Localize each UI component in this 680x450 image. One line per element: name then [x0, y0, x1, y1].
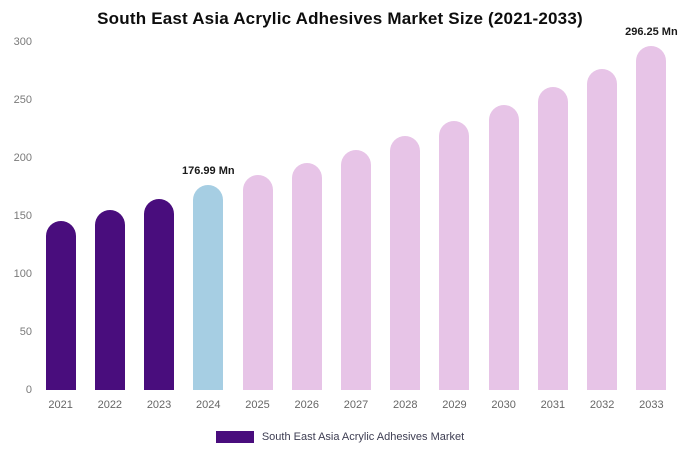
- bar-2032[interactable]: [587, 68, 618, 390]
- bar-2022[interactable]: [94, 210, 125, 390]
- y-axis-tick: 200: [13, 152, 32, 164]
- bar-2026[interactable]: [291, 162, 322, 390]
- bar-2029[interactable]: [439, 120, 470, 390]
- bar-2025[interactable]: [242, 175, 273, 390]
- bar-2021[interactable]: [45, 220, 76, 390]
- x-axis-tick: 2030: [491, 399, 516, 411]
- y-axis-tick: 150: [13, 210, 32, 222]
- y-axis-tick: 0: [25, 384, 32, 396]
- x-axis-tick: 2024: [196, 399, 221, 411]
- y-axis-tick: 100: [13, 268, 32, 280]
- bar-2031[interactable]: [537, 87, 568, 390]
- y-axis-tick: 50: [19, 326, 32, 338]
- x-axis-tick: 2025: [245, 399, 270, 411]
- x-axis-tick: 2028: [392, 399, 418, 411]
- y-axis-tick: 300: [13, 36, 32, 48]
- legend[interactable]: South East Asia Acrylic Adhesives Market: [0, 431, 680, 443]
- bar-2028[interactable]: [390, 135, 421, 390]
- bar-2027[interactable]: [341, 149, 371, 390]
- data-label-2033: 296.25 Mn: [625, 26, 678, 39]
- x-axis-tick: 2033: [639, 399, 664, 411]
- data-label-2024: 176.99 Mn: [182, 164, 235, 177]
- bar-2033[interactable]: [636, 46, 667, 390]
- bar-2030[interactable]: [488, 104, 519, 390]
- legend-swatch: [215, 431, 254, 443]
- bar-2024[interactable]: [193, 184, 224, 390]
- chart-title: South East Asia Acrylic Adhesives Market…: [97, 9, 583, 28]
- x-axis-tick: 2022: [97, 399, 123, 411]
- x-axis-tick: 2032: [589, 399, 615, 411]
- x-axis-tick: 2029: [442, 399, 467, 411]
- y-axis-tick: 250: [13, 94, 32, 106]
- bar-2023[interactable]: [144, 198, 175, 390]
- x-axis-tick: 2021: [48, 399, 73, 411]
- x-axis-tick: 2031: [540, 399, 566, 411]
- x-axis-tick: 2023: [146, 399, 172, 411]
- legend-label: South East Asia Acrylic Adhesives Market: [261, 431, 465, 443]
- x-axis-tick: 2026: [294, 399, 319, 411]
- x-axis-tick: 2027: [343, 399, 369, 411]
